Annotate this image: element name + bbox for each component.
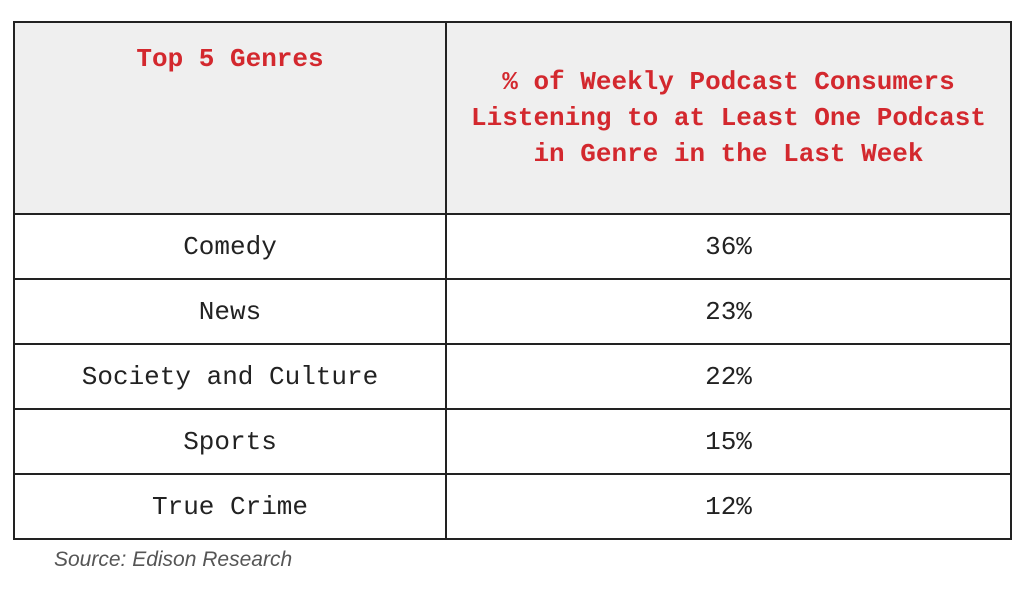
column-header-genres: Top 5 Genres: [13, 21, 447, 215]
percent-cell: 12%: [445, 473, 1012, 540]
genre-table: Top 5 Genres % of Weekly Podcast Consume…: [13, 21, 1012, 540]
percent-cell: 36%: [445, 213, 1012, 280]
source-note: Source: Edison Research: [54, 548, 293, 571]
table-header-row: Top 5 Genres % of Weekly Podcast Consume…: [13, 21, 1012, 215]
table-row: Society and Culture 22%: [13, 343, 1012, 410]
percent-cell: 23%: [445, 278, 1012, 345]
genre-cell: News: [13, 278, 447, 345]
genre-cell: Comedy: [13, 213, 447, 280]
table-row: News 23%: [13, 278, 1012, 345]
genre-cell: Sports: [13, 408, 447, 475]
percent-cell: 22%: [445, 343, 1012, 410]
table-row: True Crime 12%: [13, 473, 1012, 540]
genre-cell: True Crime: [13, 473, 447, 540]
genre-table-container: Top 5 Genres % of Weekly Podcast Consume…: [13, 21, 1012, 540]
genre-cell: Society and Culture: [13, 343, 447, 410]
table-row: Comedy 36%: [13, 213, 1012, 280]
table-row: Sports 15%: [13, 408, 1012, 475]
column-header-percent: % of Weekly Podcast Consumers Listening …: [445, 21, 1012, 215]
percent-cell: 15%: [445, 408, 1012, 475]
